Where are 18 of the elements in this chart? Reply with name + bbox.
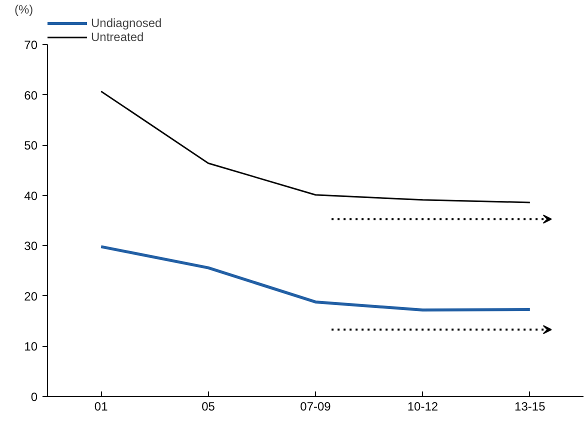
x-tick-label: 01 [94, 400, 108, 414]
x-tick-label: 07-09 [300, 400, 332, 414]
y-tick-label: 40 [24, 188, 38, 203]
x-tick-label: 10-12 [407, 400, 438, 414]
legend-label: Undiagnosed [91, 16, 162, 30]
x-tick-label: 13-15 [514, 400, 546, 414]
y-tick-label: 30 [24, 239, 38, 254]
y-tick-label: 70 [24, 38, 38, 52]
line-series [100, 90, 531, 204]
y-tick-label: 10 [24, 340, 38, 354]
x-tick-label: 05 [202, 400, 216, 414]
y-tick-label: 0 [30, 390, 38, 404]
legend-label: Untreated [91, 30, 144, 44]
y-tick-label: 60 [24, 88, 38, 102]
y-axis-title: (%) [14, 2, 34, 16]
y-tick-label: 20 [24, 289, 38, 304]
line-series [100, 245, 532, 312]
y-tick-label: 50 [24, 138, 38, 153]
